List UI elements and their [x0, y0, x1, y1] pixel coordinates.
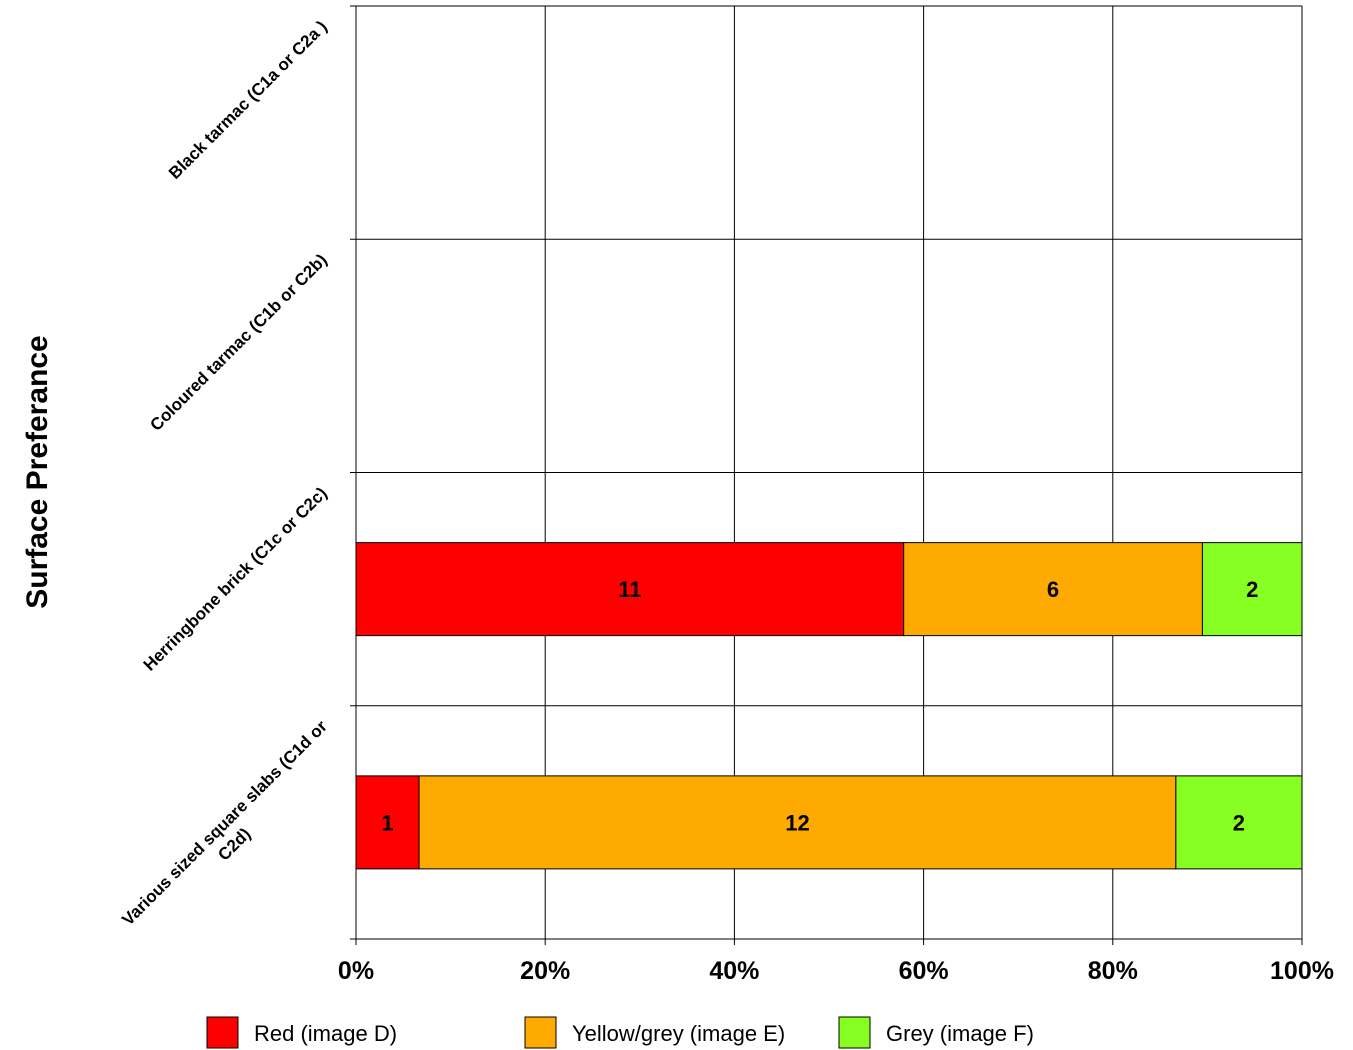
- category-label-line: Coloured tarmac (C1b or C2b): [146, 250, 330, 434]
- bar-segment: [418, 775, 1177, 870]
- data-label: 11: [618, 577, 641, 602]
- y-axis-title: Surface Preferance: [21, 335, 54, 609]
- data-label: 6: [1047, 577, 1059, 602]
- bars-layer: [355, 542, 1303, 870]
- data-label: 2: [1246, 577, 1258, 602]
- x-tick-label: 60%: [899, 957, 949, 985]
- legend-label: Red (image D): [254, 1021, 397, 1046]
- x-tick-label: 100%: [1270, 957, 1334, 985]
- legend-label: Grey (image F): [886, 1021, 1034, 1046]
- grid-layer: [350, 5, 1303, 945]
- x-tick-label: 0%: [338, 957, 374, 985]
- data-label: 1: [381, 810, 393, 835]
- x-tick-label: 40%: [709, 957, 759, 985]
- bar-segment: [903, 542, 1203, 637]
- bar-segment: [1175, 775, 1303, 870]
- category-label-line: Black tarmac (C1a or C2a ): [165, 17, 331, 183]
- category-label: Herringbone brick (C1c or C2c): [140, 484, 331, 675]
- x-tick-label: 80%: [1088, 957, 1138, 985]
- legend: Red (image D) Yellow/grey (image E) Grey (…: [206, 1016, 1034, 1049]
- x-tick-label: 20%: [520, 957, 570, 985]
- category-label-line: Various sized square slabs (C1d or: [118, 716, 331, 929]
- category-label: Coloured tarmac (C1b or C2b): [146, 250, 330, 434]
- data-label: 2: [1233, 810, 1245, 835]
- bar-segment: [355, 542, 905, 637]
- data-label: 12: [785, 810, 809, 835]
- category-label-line: Herringbone brick (C1c or C2c): [140, 484, 331, 675]
- legend-swatch: [206, 1016, 239, 1049]
- legend-swatch: [524, 1016, 557, 1049]
- legend-label: Yellow/grey (image E): [572, 1021, 785, 1046]
- legend-swatch: [838, 1016, 871, 1049]
- category-label: Black tarmac (C1a or C2a ): [165, 17, 331, 183]
- bar-segment: [355, 775, 420, 870]
- bar-segment: [1201, 542, 1303, 637]
